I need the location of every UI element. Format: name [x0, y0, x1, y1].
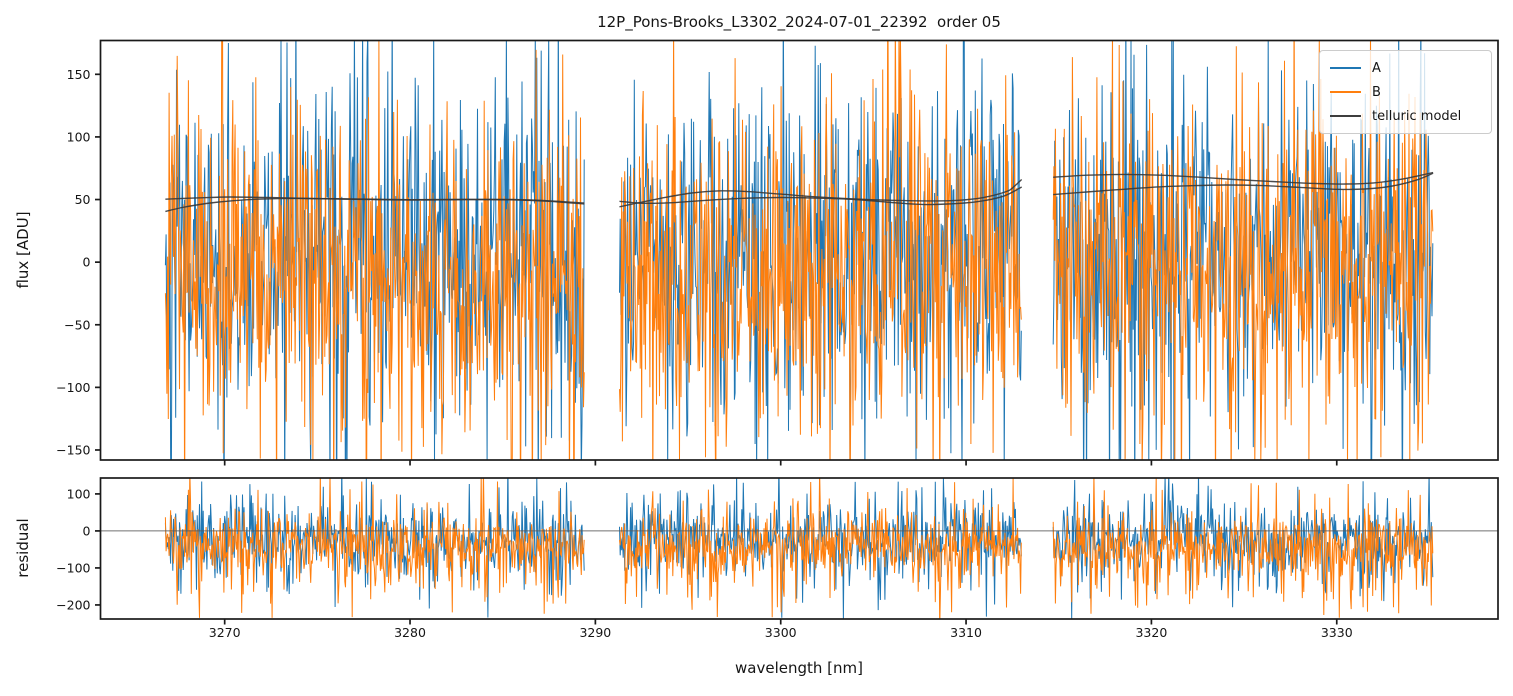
- x-tick-label: 3290: [579, 625, 611, 640]
- x-tick-label: 3320: [1135, 625, 1167, 640]
- y-tick-label: 100: [67, 129, 91, 144]
- y-tick-label: −50: [64, 317, 90, 332]
- x-tick-label: 3310: [950, 625, 982, 640]
- legend-line-sample-a: [1330, 67, 1361, 69]
- legend: A B telluric model: [1319, 50, 1492, 134]
- telluric-model-lines: [165, 171, 1434, 213]
- residual-y-axis-label: residual: [14, 518, 32, 578]
- x-tick-label: 3300: [765, 625, 797, 640]
- y-tick-label: 0: [83, 523, 91, 538]
- flux-series-b: [164, 40, 1434, 460]
- y-tick-label: −100: [56, 380, 90, 395]
- residual-axes-box: [99, 477, 1499, 620]
- x-tick-label: 3330: [1321, 625, 1353, 640]
- y-tick-label: −200: [56, 597, 90, 612]
- x-tick-label: 3270: [209, 625, 241, 640]
- y-tick-label: −100: [56, 560, 90, 575]
- y-tick-label: 50: [75, 192, 91, 207]
- y-tick-label: 0: [83, 255, 91, 270]
- residual-series-b: [164, 478, 1434, 619]
- legend-label-b: B: [1372, 84, 1381, 100]
- y-tick-label: 150: [67, 67, 91, 82]
- x-axis-label: wavelength [nm]: [735, 659, 863, 677]
- legend-label-a: A: [1372, 60, 1381, 76]
- y-tick-label: 100: [67, 486, 91, 501]
- legend-line-sample-telluric: [1330, 115, 1361, 117]
- legend-item-telluric-model: telluric model: [1328, 104, 1483, 128]
- flux-axes-box: [99, 39, 1499, 461]
- chart-title: 12P_Pons-Brooks_L3302_2024-07-01_22392 o…: [597, 13, 1001, 31]
- legend-item-a: A: [1328, 56, 1483, 80]
- legend-line-sample-b: [1330, 91, 1361, 93]
- x-tick-label: 3280: [394, 625, 426, 640]
- y-tick-label: −150: [56, 442, 90, 457]
- legend-item-b: B: [1328, 80, 1483, 104]
- flux-y-axis-label: flux [ADU]: [14, 211, 32, 289]
- legend-label-telluric-model: telluric model: [1372, 108, 1462, 124]
